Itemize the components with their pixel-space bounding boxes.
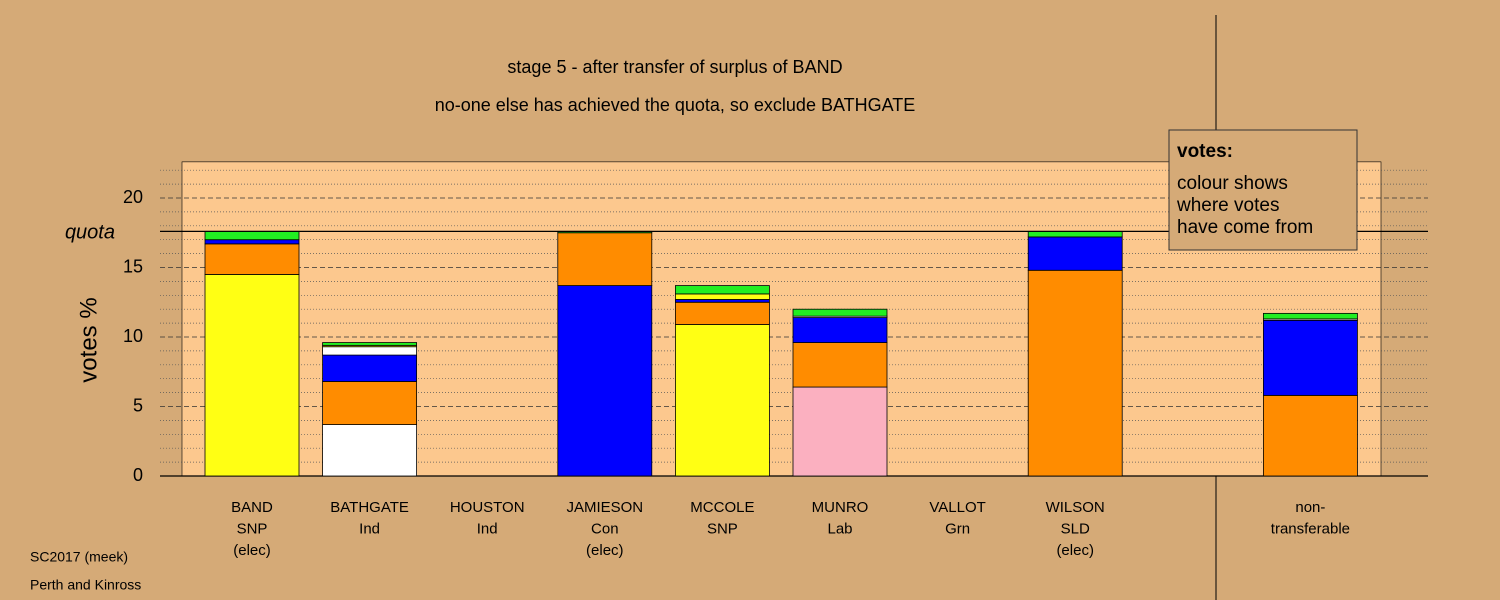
bar-segment	[792, 342, 888, 388]
bar-segment	[792, 308, 888, 317]
footer-text: Perth and Kinross	[30, 577, 141, 593]
footer-text: SC2017 (meek)	[30, 549, 128, 565]
bar-segment	[322, 424, 418, 477]
bar-segment	[204, 243, 300, 275]
bar-segment	[675, 324, 770, 477]
bar-segment	[1027, 236, 1123, 271]
bar-segment	[675, 299, 770, 303]
x-tick-label: Ind	[477, 520, 498, 537]
bar-segment	[204, 239, 300, 245]
y-tick-label: 20	[123, 187, 143, 207]
chart-subtitle: no-one else has achieved the quota, so e…	[435, 95, 916, 115]
y-tick-label: 15	[123, 256, 143, 276]
bar-segment	[204, 230, 300, 241]
bar-segment	[322, 346, 418, 356]
y-tick-label: 10	[123, 326, 143, 346]
legend-text: where votes	[1176, 195, 1279, 216]
bar-segment	[204, 274, 300, 477]
bar-segment	[1027, 230, 1123, 238]
legend-title: votes:	[1177, 141, 1233, 162]
legend-box	[1168, 129, 1358, 251]
quota-label: quota	[65, 222, 115, 244]
x-tick-label: Lab	[827, 520, 852, 537]
x-tick-label: BATHGATE	[330, 499, 409, 516]
y-axis-label: votes %	[75, 297, 102, 382]
bar-segment	[1027, 269, 1123, 477]
bar-segment	[675, 293, 770, 300]
bar-segment	[1263, 394, 1358, 477]
x-tick-label: transferable	[1271, 520, 1350, 537]
x-tick-label: Con	[591, 520, 619, 537]
x-tick-label: Grn	[945, 520, 970, 537]
x-tick-label: non-	[1295, 499, 1325, 516]
x-tick-label: JAMIESON	[566, 499, 643, 516]
bar-segment	[557, 285, 653, 477]
x-tick-label: VALLOT	[929, 499, 985, 516]
bar-segment	[322, 381, 418, 425]
x-tick-label: MCCOLE	[690, 499, 754, 516]
y-tick-label: 5	[133, 395, 143, 415]
y-tick-label: 0	[133, 465, 143, 485]
x-tick-label: SNP	[707, 520, 738, 537]
bar-segment	[675, 301, 770, 325]
bar-segment	[1263, 312, 1358, 320]
legend-text: colour shows	[1177, 173, 1288, 194]
bar-segment	[322, 342, 418, 346]
x-tick-label: MUNRO	[812, 499, 869, 516]
x-tick-label: WILSON	[1046, 499, 1105, 516]
bar-segment	[675, 285, 770, 295]
chart-title: stage 5 - after transfer of surplus of B…	[507, 57, 842, 77]
bar-segment	[322, 354, 418, 382]
bar-segment	[792, 317, 888, 343]
bar-segment	[1263, 319, 1358, 396]
x-tick-label: (elec)	[233, 542, 271, 559]
x-tick-label: BAND	[231, 499, 273, 516]
x-tick-label: (elec)	[1056, 542, 1094, 559]
x-tick-label: HOUSTON	[450, 499, 525, 516]
x-tick-label: Ind	[359, 520, 380, 537]
bar-segment	[557, 232, 653, 286]
x-tick-label: (elec)	[586, 542, 624, 559]
bar-segment	[792, 386, 888, 477]
legend-text: have come from	[1177, 217, 1313, 238]
x-tick-label: SNP	[237, 520, 268, 537]
x-tick-label: SLD	[1061, 520, 1090, 537]
